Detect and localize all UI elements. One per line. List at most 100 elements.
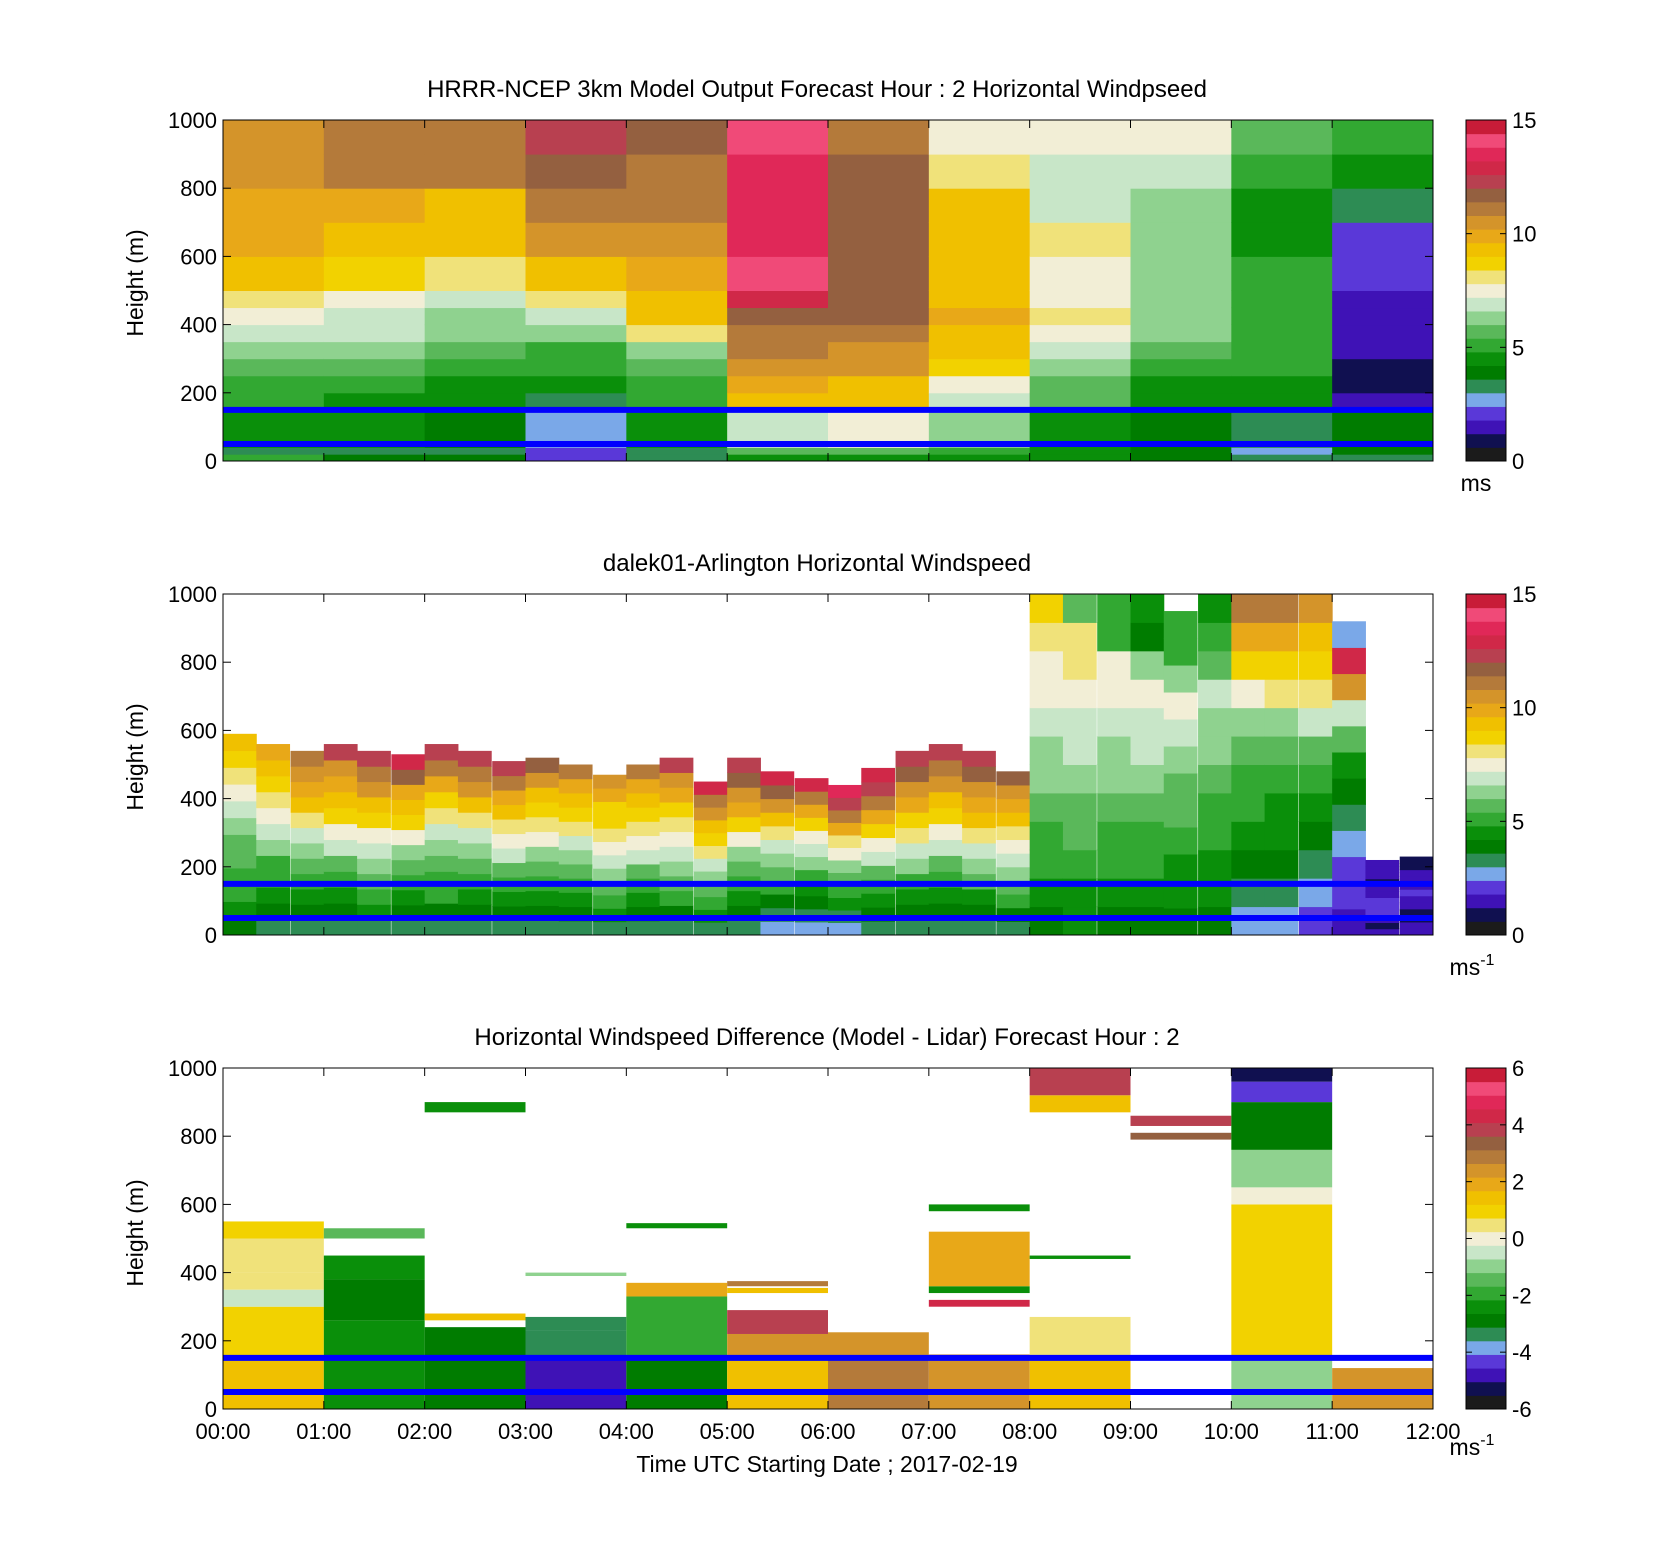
heatmap-cell — [290, 888, 325, 905]
heatmap-cell — [391, 844, 426, 861]
heatmap-cell — [558, 764, 593, 780]
heatmap-cell — [525, 846, 560, 862]
heatmap-cell — [1029, 736, 1064, 765]
heatmap-cell — [1029, 622, 1064, 652]
heatmap-cell — [1264, 792, 1299, 822]
heatmap-cell — [828, 256, 930, 291]
colorbar-segment — [1466, 215, 1506, 230]
heatmap-cell — [626, 324, 728, 343]
heatmap-cell — [828, 1332, 929, 1358]
heatmap-cell — [962, 781, 996, 798]
heatmap-cell — [760, 798, 795, 813]
colorbar-segment — [1466, 853, 1506, 868]
heatmap-cell — [1264, 764, 1299, 794]
heatmap-cell — [928, 154, 1031, 189]
heatmap-cell — [223, 392, 325, 411]
heatmap-cell — [323, 919, 358, 936]
heatmap-cell — [323, 823, 358, 841]
heatmap-cell — [391, 859, 426, 876]
heatmap-cell — [223, 1357, 324, 1409]
heatmap-cell — [256, 839, 291, 856]
heatmap-cell — [1163, 665, 1198, 693]
heatmap-cell — [727, 290, 829, 309]
heatmap-cell — [1062, 622, 1097, 652]
heatmap-cell — [290, 796, 325, 813]
heatmap-cell — [1198, 679, 1232, 709]
heatmap-cell — [492, 833, 526, 849]
heatmap-cell — [1231, 341, 1333, 360]
heatmap-cell — [1029, 707, 1064, 737]
colorbar-segment — [1466, 1149, 1506, 1164]
heatmap-cell — [626, 792, 661, 808]
y-tick-label: 1000 — [168, 108, 217, 133]
heatmap-cell — [323, 807, 358, 825]
heatmap-cell — [1029, 307, 1131, 326]
heatmap-cell — [223, 341, 325, 360]
heatmap-cell — [1365, 884, 1400, 892]
heatmap-cell — [693, 807, 728, 821]
heatmap-cell — [626, 290, 728, 309]
heatmap-cell — [593, 788, 627, 802]
heatmap-cell — [659, 920, 694, 936]
heatmap-cell — [626, 807, 661, 822]
heatmap-cell — [693, 781, 728, 795]
heatmap-cell — [928, 775, 963, 793]
heatmap-cell — [895, 888, 930, 905]
heatmap-cell — [794, 895, 829, 910]
colorbar-segment — [1466, 1163, 1506, 1178]
heatmap-cell — [794, 921, 829, 936]
heatmap-cell — [1399, 895, 1434, 903]
heatmap-cell — [1029, 256, 1131, 291]
heatmap-cell — [223, 750, 257, 768]
heatmap-cell — [323, 887, 358, 904]
heatmap-cell — [861, 837, 896, 852]
heatmap-cell — [1097, 736, 1131, 765]
heatmap-cell — [323, 324, 426, 343]
heatmap-cell — [1029, 222, 1131, 257]
colorbar-segment — [1466, 201, 1506, 216]
heatmap-cell — [424, 222, 526, 257]
colorbar-segment — [1466, 1108, 1506, 1124]
heatmap-cell — [727, 375, 829, 394]
heatmap-cell — [828, 120, 930, 155]
heatmap-cell — [659, 831, 694, 847]
heatmap-cell — [391, 814, 426, 831]
colorbar-segment — [1466, 256, 1506, 271]
heatmap-cell — [1198, 736, 1232, 765]
heatmap-cell — [558, 835, 593, 851]
heatmap-cell — [1130, 256, 1232, 291]
colorbar-segment — [1466, 771, 1506, 786]
heatmap-cell — [828, 447, 930, 455]
colorbar-segment — [1466, 1258, 1506, 1274]
heatmap-cell — [223, 256, 325, 291]
heatmap-cell — [996, 825, 1031, 841]
heatmap-cell — [357, 781, 391, 798]
colorbar-segment — [1466, 392, 1506, 407]
heatmap-cell — [996, 853, 1031, 868]
heatmap-cell — [1365, 891, 1400, 898]
colorbar-segment — [1466, 133, 1506, 148]
heatmap-cell — [693, 896, 728, 910]
heatmap-cell — [1198, 622, 1232, 652]
heatmap-cell — [223, 800, 257, 819]
y-tick-label: 600 — [180, 1192, 217, 1217]
colorbar-segment — [1466, 703, 1506, 718]
heatmap-cell — [323, 775, 358, 793]
heatmap-cell — [626, 392, 728, 411]
heatmap-cell — [223, 901, 257, 919]
heatmap-cell — [391, 919, 426, 936]
heatmap-cell — [223, 1238, 324, 1273]
heatmap-cell — [1231, 375, 1333, 394]
heatmap-cell — [357, 812, 391, 829]
heatmap-cell — [323, 154, 426, 189]
heatmap-cell — [323, 447, 426, 455]
heatmap-cell — [1332, 447, 1434, 455]
heatmap-cell — [1231, 454, 1333, 462]
heatmap-cell — [626, 222, 728, 257]
heatmap-cell — [457, 827, 492, 844]
heatmap-cell — [727, 1333, 828, 1358]
heatmap-cell — [727, 341, 829, 360]
heatmap-cell — [256, 855, 291, 872]
heatmap-cell — [593, 841, 627, 856]
heatmap-cell — [1332, 120, 1434, 155]
